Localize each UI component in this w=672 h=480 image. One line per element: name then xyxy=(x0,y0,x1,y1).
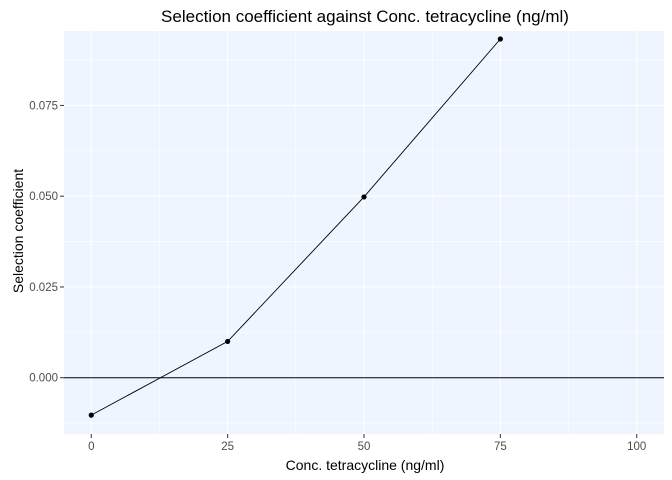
x-tick-label: 75 xyxy=(494,441,507,453)
series-layer xyxy=(88,36,503,418)
x-tick-label: 25 xyxy=(221,441,234,453)
y-tick-label: 0.050 xyxy=(29,191,58,203)
y-axis-ticks: 0.000 0.025 0.050 0.075 xyxy=(29,100,64,385)
data-point xyxy=(88,412,94,418)
x-axis-ticks: 0 25 50 75 100 xyxy=(88,434,646,453)
x-axis-label: Conc. tetracycline (ng/ml) xyxy=(286,457,445,473)
x-tick-label: 50 xyxy=(358,441,371,453)
x-tick-label: 0 xyxy=(88,441,94,453)
data-point xyxy=(361,194,367,200)
data-point xyxy=(497,36,503,42)
y-tick-label: 0.075 xyxy=(29,100,58,112)
y-tick-label: 0.000 xyxy=(29,373,58,385)
chart-title: Selection coefficient against Conc. tetr… xyxy=(161,7,569,26)
y-tick-label: 0.025 xyxy=(29,282,58,294)
y-axis-label: Selection coefficient xyxy=(10,169,26,293)
series-line xyxy=(91,38,501,416)
data-point xyxy=(225,338,231,345)
x-tick-label: 100 xyxy=(627,441,646,453)
